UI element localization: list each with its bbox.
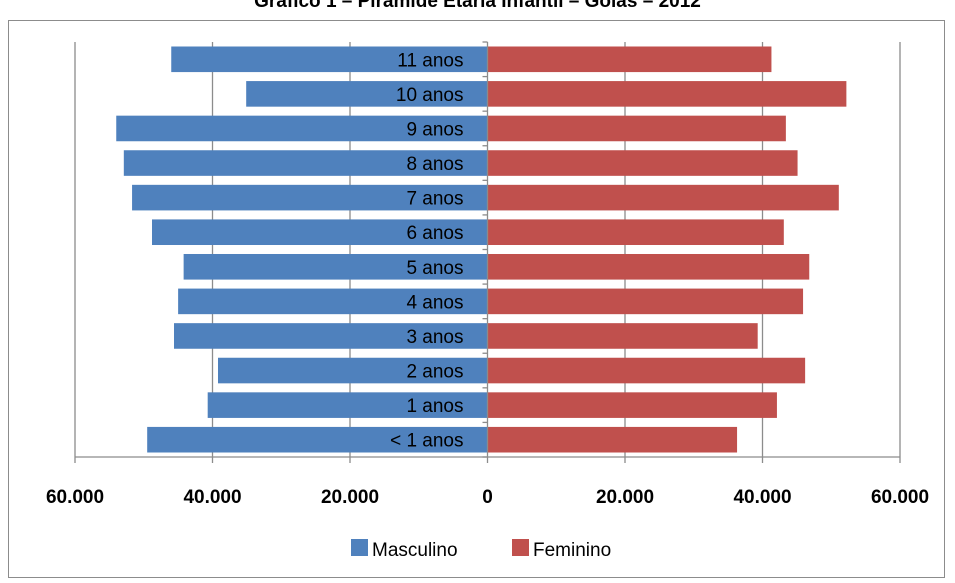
legend-swatch-feminino: [512, 539, 529, 556]
category-label-5: 5 anos: [406, 258, 463, 279]
bar-masculino-5: [183, 253, 488, 280]
chart-frame: [8, 20, 945, 578]
category-label-1: 1 anos: [406, 396, 463, 417]
bar-masculino-1: [207, 392, 488, 418]
category-label-2: 2 anos: [406, 362, 463, 383]
bar-masculino-4: [178, 288, 488, 315]
category-label-layer: < 1 anos 1 anos 2 anos 3 anos 4 anos 5 anos 6 …: [390, 50, 463, 451]
legend: Masculino Feminino: [351, 539, 611, 561]
bar-masculino-2: [218, 357, 488, 384]
bar-masculino-0: [147, 426, 488, 453]
bar-feminino-9: [487, 115, 786, 142]
category-label-9: 9 anos: [406, 119, 463, 140]
legend-label-feminino: Feminino: [533, 540, 611, 561]
bar-feminino-7: [487, 184, 839, 211]
category-label-3: 3 anos: [406, 327, 463, 348]
category-label-11: 11 anos: [397, 50, 463, 71]
bar-feminino-6: [487, 219, 784, 246]
legend-label-masculino: Masculino: [372, 540, 458, 561]
x-tick-label-1: 40.000: [183, 487, 241, 508]
axis-layer: [74, 41, 901, 463]
category-label-8: 8 anos: [406, 154, 463, 175]
bar-masculino-9: [116, 115, 488, 142]
category-label-7: 7 anos: [406, 189, 463, 210]
bar-feminino-2: [487, 357, 806, 384]
bar-masculino-8: [123, 150, 488, 176]
category-label-6: 6 anos: [406, 223, 463, 244]
bar-feminino-8: [487, 150, 798, 176]
x-tick-label-6: 60.000: [871, 487, 929, 508]
bar-masculino-6: [152, 219, 488, 246]
bar-masculino-10: [246, 81, 488, 107]
grid-layer: [74, 42, 901, 457]
tick-label-layer: 60.000 40.000 20.000 0 20.000 40.000 60.000: [46, 487, 929, 508]
bar-layer: [116, 46, 847, 453]
x-tick-label-3: 0: [482, 487, 493, 508]
x-tick-label-4: 20.000: [596, 487, 654, 508]
x-tick-label-0: 60.000: [46, 487, 104, 508]
chart-title: Gráfico 1 – Pirâmide Etária Infantil – G…: [254, 0, 701, 12]
bar-feminino-3: [487, 323, 758, 349]
bar-masculino-11: [171, 46, 488, 73]
bar-masculino-3: [174, 323, 488, 349]
legend-swatch-masculino: [351, 539, 368, 556]
bar-masculino-7: [132, 184, 488, 211]
bar-feminino-1: [487, 392, 777, 418]
category-label-10: 10 anos: [396, 85, 464, 106]
bar-feminino-5: [487, 253, 810, 280]
bar-feminino-0: [487, 426, 738, 453]
bar-feminino-10: [487, 81, 847, 107]
bar-feminino-4: [487, 288, 804, 315]
bar-feminino-11: [487, 46, 772, 73]
category-label-0: < 1 anos: [390, 431, 463, 452]
category-label-4: 4 anos: [406, 292, 463, 313]
x-tick-label-2: 20.000: [321, 487, 379, 508]
x-tick-label-5: 40.000: [733, 487, 791, 508]
